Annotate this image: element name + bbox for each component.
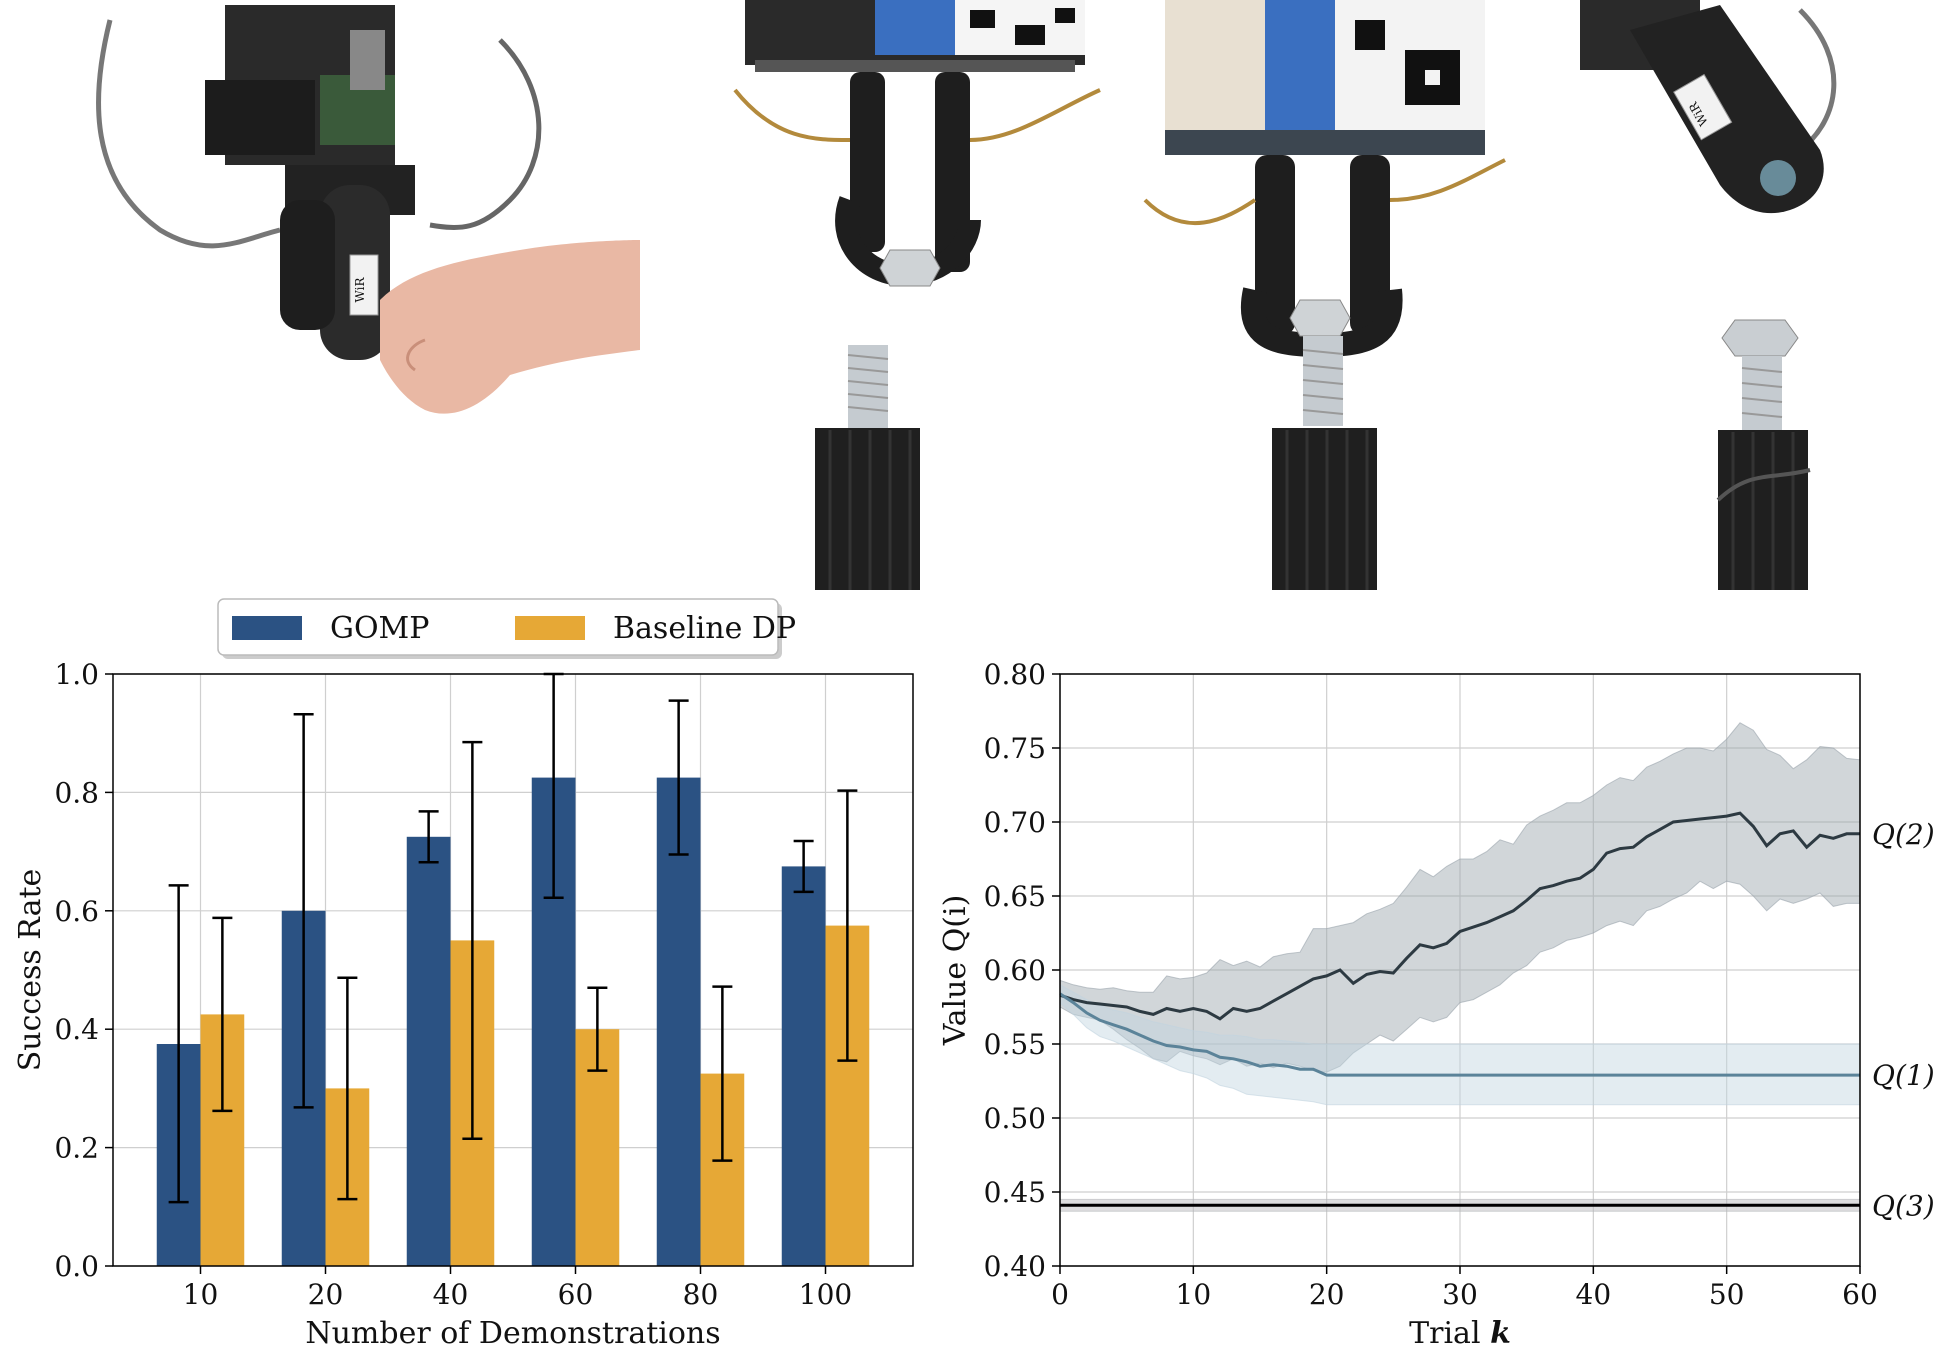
y-tick-label: 1.0 [54, 658, 99, 691]
x-axis-label: Trial k [1409, 1316, 1511, 1351]
line-q1 [1059, 992, 1860, 1077]
y-tick-label: 0.0 [54, 1250, 99, 1283]
y-axis-label: Value Q(i) [938, 895, 973, 1047]
y-tick-label: 0.55 [984, 1028, 1046, 1061]
y-tick-label: 0.2 [54, 1132, 99, 1165]
x-axis-label: Number of Demonstrations [305, 1316, 720, 1351]
x-tick-label: 60 [1842, 1278, 1878, 1311]
y-tick-label: 0.70 [984, 806, 1046, 839]
x-tick-label: 50 [1709, 1278, 1745, 1311]
bar-gomp [781, 866, 826, 1266]
legend: GOMP Baseline DP [217, 598, 796, 659]
x-tick-label: 40 [1576, 1278, 1612, 1311]
line-q2 [1059, 811, 1860, 1021]
legend-swatch-gomp [232, 616, 302, 640]
y-tick-label: 0.65 [984, 880, 1046, 913]
gripper-tag-label: WiR [353, 277, 367, 303]
y-tick-label: 0.45 [984, 1176, 1046, 1209]
gripper-nut-on-bolt-photo [1143, 0, 1506, 590]
y-tick-label: 0.80 [984, 658, 1046, 691]
legend-swatch-baseline-dp [515, 616, 585, 640]
x-tick-label: 30 [1442, 1278, 1478, 1311]
x-tick-label: 100 [799, 1278, 852, 1311]
plot-frame [112, 673, 914, 1267]
x-tick-label: 0 [1051, 1278, 1069, 1311]
y-axis-label: Success Rate [13, 869, 48, 1072]
x-tick-label: 40 [433, 1278, 469, 1311]
y-tick-label: 0.75 [984, 732, 1046, 765]
bar-gomp [406, 836, 451, 1266]
bar-gomp [656, 777, 701, 1266]
gripper-nut-above-bolt-photo [733, 0, 1101, 590]
success-rate-bar-chart: 0.0 0.2 0.4 0.6 0.8 1.0 10 20 40 60 80 100 Number … [13, 598, 914, 1351]
x-axis-variable: k [1490, 1316, 1511, 1351]
y-tick-label: 0.8 [54, 776, 99, 809]
human-teleop-photo: WiR [96, 5, 640, 414]
series-label-q1: Q(1) [1872, 1059, 1935, 1092]
series-label-q2: Q(2) [1872, 818, 1935, 851]
y-tick-label: 0.50 [984, 1102, 1046, 1135]
x-tick-label: 20 [308, 1278, 344, 1311]
y-tick-label: 0.40 [984, 1250, 1046, 1283]
x-tick-label: 80 [683, 1278, 719, 1311]
value-q-line-chart: 0.40 0.45 0.50 0.55 0.60 0.65 0.70 0.75 0.80 0 10… [938, 658, 1935, 1351]
y-tick-label: 0.60 [984, 954, 1046, 987]
x-tick-label: 10 [1176, 1278, 1212, 1311]
y-tick-label: 0.6 [54, 895, 99, 928]
x-tick-label: 20 [1309, 1278, 1345, 1311]
x-tick-label: 60 [558, 1278, 594, 1311]
x-tick-label: 10 [183, 1278, 219, 1311]
legend-label-gomp: GOMP [330, 611, 429, 646]
y-tick-label: 0.4 [54, 1013, 99, 1046]
legend-label-baseline-dp: Baseline DP [613, 611, 796, 646]
series-label-q3: Q(3) [1872, 1189, 1935, 1222]
gripper-rotated-photo: WiR [1580, 0, 1837, 590]
